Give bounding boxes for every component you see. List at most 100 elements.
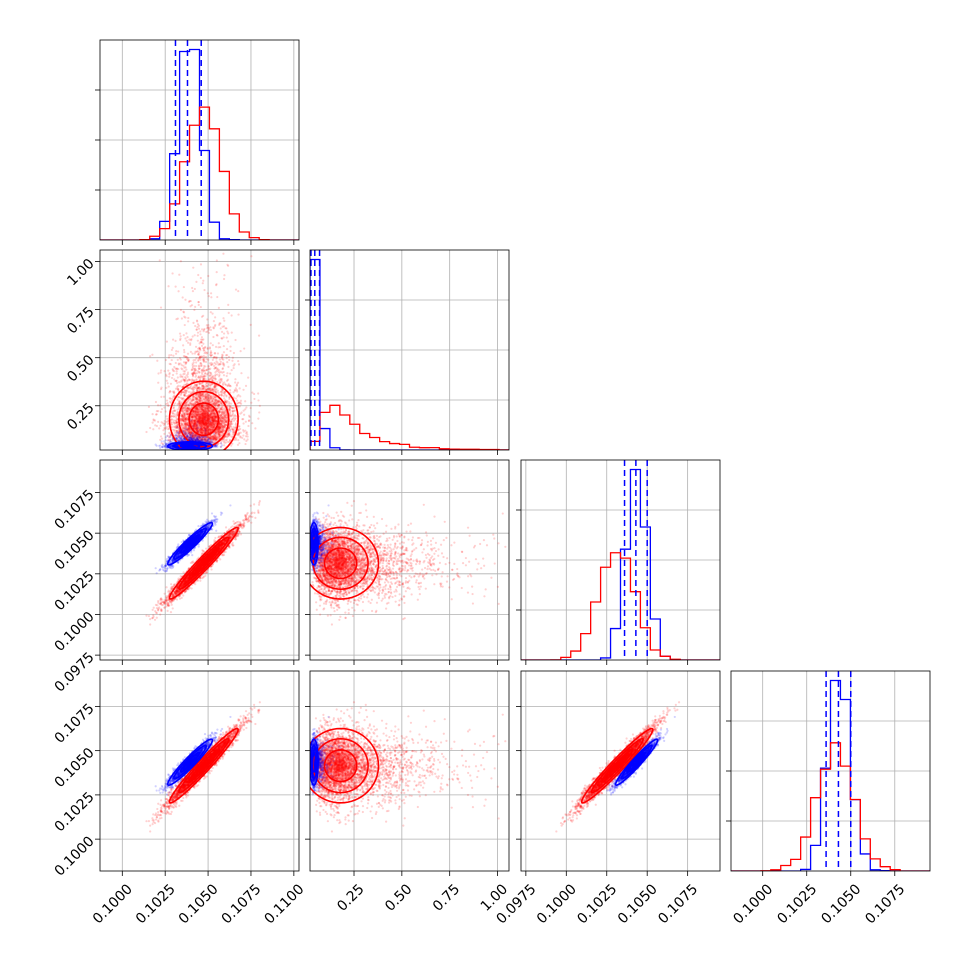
scatter-point bbox=[167, 404, 170, 407]
scatter-point bbox=[164, 444, 167, 447]
scatter-point bbox=[204, 360, 208, 364]
scatter-point bbox=[236, 443, 240, 446]
scatter-point bbox=[201, 338, 204, 341]
scatter-point bbox=[227, 303, 230, 307]
scatter-point bbox=[226, 361, 229, 364]
scatter-point bbox=[176, 413, 179, 416]
scatter-point bbox=[160, 440, 163, 443]
scatter-point bbox=[212, 320, 216, 323]
scatter-point bbox=[177, 384, 180, 387]
scatter-point bbox=[204, 432, 208, 435]
scatter-point bbox=[185, 402, 188, 405]
scatter-point bbox=[216, 352, 220, 355]
scatter-point bbox=[177, 427, 180, 430]
scatter-point bbox=[209, 397, 213, 400]
scatter-point bbox=[199, 276, 202, 280]
scatter-point bbox=[205, 216, 207, 218]
scatter-point bbox=[229, 409, 232, 412]
scatter-point bbox=[170, 376, 174, 380]
scatter-point bbox=[216, 295, 219, 299]
scatter-point bbox=[189, 436, 192, 439]
scatter-point bbox=[196, 420, 199, 423]
scatter-point bbox=[181, 417, 185, 420]
scatter-point bbox=[237, 402, 240, 405]
scatter-point bbox=[203, 346, 207, 349]
scatter-point bbox=[230, 423, 233, 426]
scatter-point bbox=[222, 317, 225, 320]
scatter-point bbox=[179, 358, 182, 361]
scatter-point bbox=[220, 356, 224, 359]
scatter-point bbox=[167, 438, 170, 442]
scatter-point bbox=[195, 280, 198, 284]
scatter-point bbox=[218, 427, 222, 430]
scatter-point bbox=[171, 373, 175, 377]
scatter-point bbox=[213, 361, 216, 365]
scatter-point bbox=[213, 424, 216, 427]
scatter-point bbox=[211, 344, 214, 347]
scatter-point bbox=[200, 405, 203, 408]
scatter-point bbox=[242, 409, 245, 412]
scatter-point bbox=[202, 410, 205, 413]
scatter-point bbox=[206, 404, 210, 407]
scatter-point bbox=[204, 386, 207, 389]
scatter-point bbox=[199, 356, 202, 359]
scatter-point bbox=[217, 431, 220, 434]
scatter-point bbox=[219, 362, 222, 366]
scatter-point bbox=[221, 425, 224, 428]
scatter-point bbox=[205, 429, 208, 433]
scatter-point bbox=[199, 393, 203, 396]
scatter-point bbox=[176, 408, 179, 411]
scatter-point bbox=[221, 428, 224, 431]
scatter-point bbox=[229, 420, 232, 423]
scatter-point bbox=[185, 332, 188, 335]
scatter-point bbox=[204, 421, 207, 424]
scatter-point bbox=[197, 367, 200, 370]
scatter-point bbox=[210, 428, 213, 431]
scatter-point bbox=[183, 86, 185, 88]
scatter-point bbox=[211, 418, 215, 421]
scatter-point bbox=[159, 424, 162, 427]
scatter-point bbox=[186, 371, 190, 374]
scatter-point bbox=[227, 429, 230, 432]
scatter-point bbox=[194, 372, 197, 375]
scatter-point bbox=[160, 421, 163, 424]
scatter-point bbox=[199, 409, 203, 413]
scatter-point bbox=[185, 435, 188, 438]
scatter-point bbox=[209, 413, 213, 416]
scatter-point bbox=[234, 397, 238, 400]
scatter-point bbox=[201, 404, 204, 407]
scatter-point bbox=[216, 431, 219, 434]
scatter-point bbox=[204, 437, 208, 440]
scatter-point bbox=[210, 416, 213, 419]
scatter-point bbox=[163, 406, 166, 409]
scatter-point bbox=[185, 429, 188, 432]
scatter-point bbox=[185, 418, 189, 421]
scatter-point bbox=[212, 420, 215, 423]
scatter-point bbox=[195, 419, 198, 422]
scatter-point bbox=[237, 359, 240, 363]
scatter-point bbox=[212, 377, 216, 380]
scatter-point bbox=[200, 344, 204, 348]
scatter-point bbox=[203, 432, 207, 435]
scatter-point bbox=[213, 385, 216, 388]
scatter-point bbox=[195, 328, 198, 331]
scatter-point bbox=[196, 408, 199, 412]
scatter-point bbox=[149, 355, 152, 358]
scatter-point bbox=[201, 408, 204, 411]
scatter-point bbox=[251, 422, 254, 425]
scatter-point bbox=[191, 373, 194, 376]
scatter-point bbox=[213, 420, 216, 423]
scatter-point bbox=[179, 373, 182, 376]
scatter-point bbox=[216, 399, 219, 402]
scatter-point bbox=[189, 350, 193, 353]
scatter-point bbox=[166, 439, 169, 442]
scatter-point bbox=[242, 388, 245, 391]
scatter-point bbox=[220, 394, 223, 397]
scatter-point bbox=[180, 392, 183, 395]
scatter-point bbox=[202, 410, 206, 413]
scatter-point bbox=[211, 412, 214, 415]
scatter-point bbox=[186, 421, 189, 425]
scatter-point bbox=[195, 425, 198, 428]
scatter-point bbox=[203, 374, 206, 377]
scatter-point bbox=[181, 438, 184, 441]
